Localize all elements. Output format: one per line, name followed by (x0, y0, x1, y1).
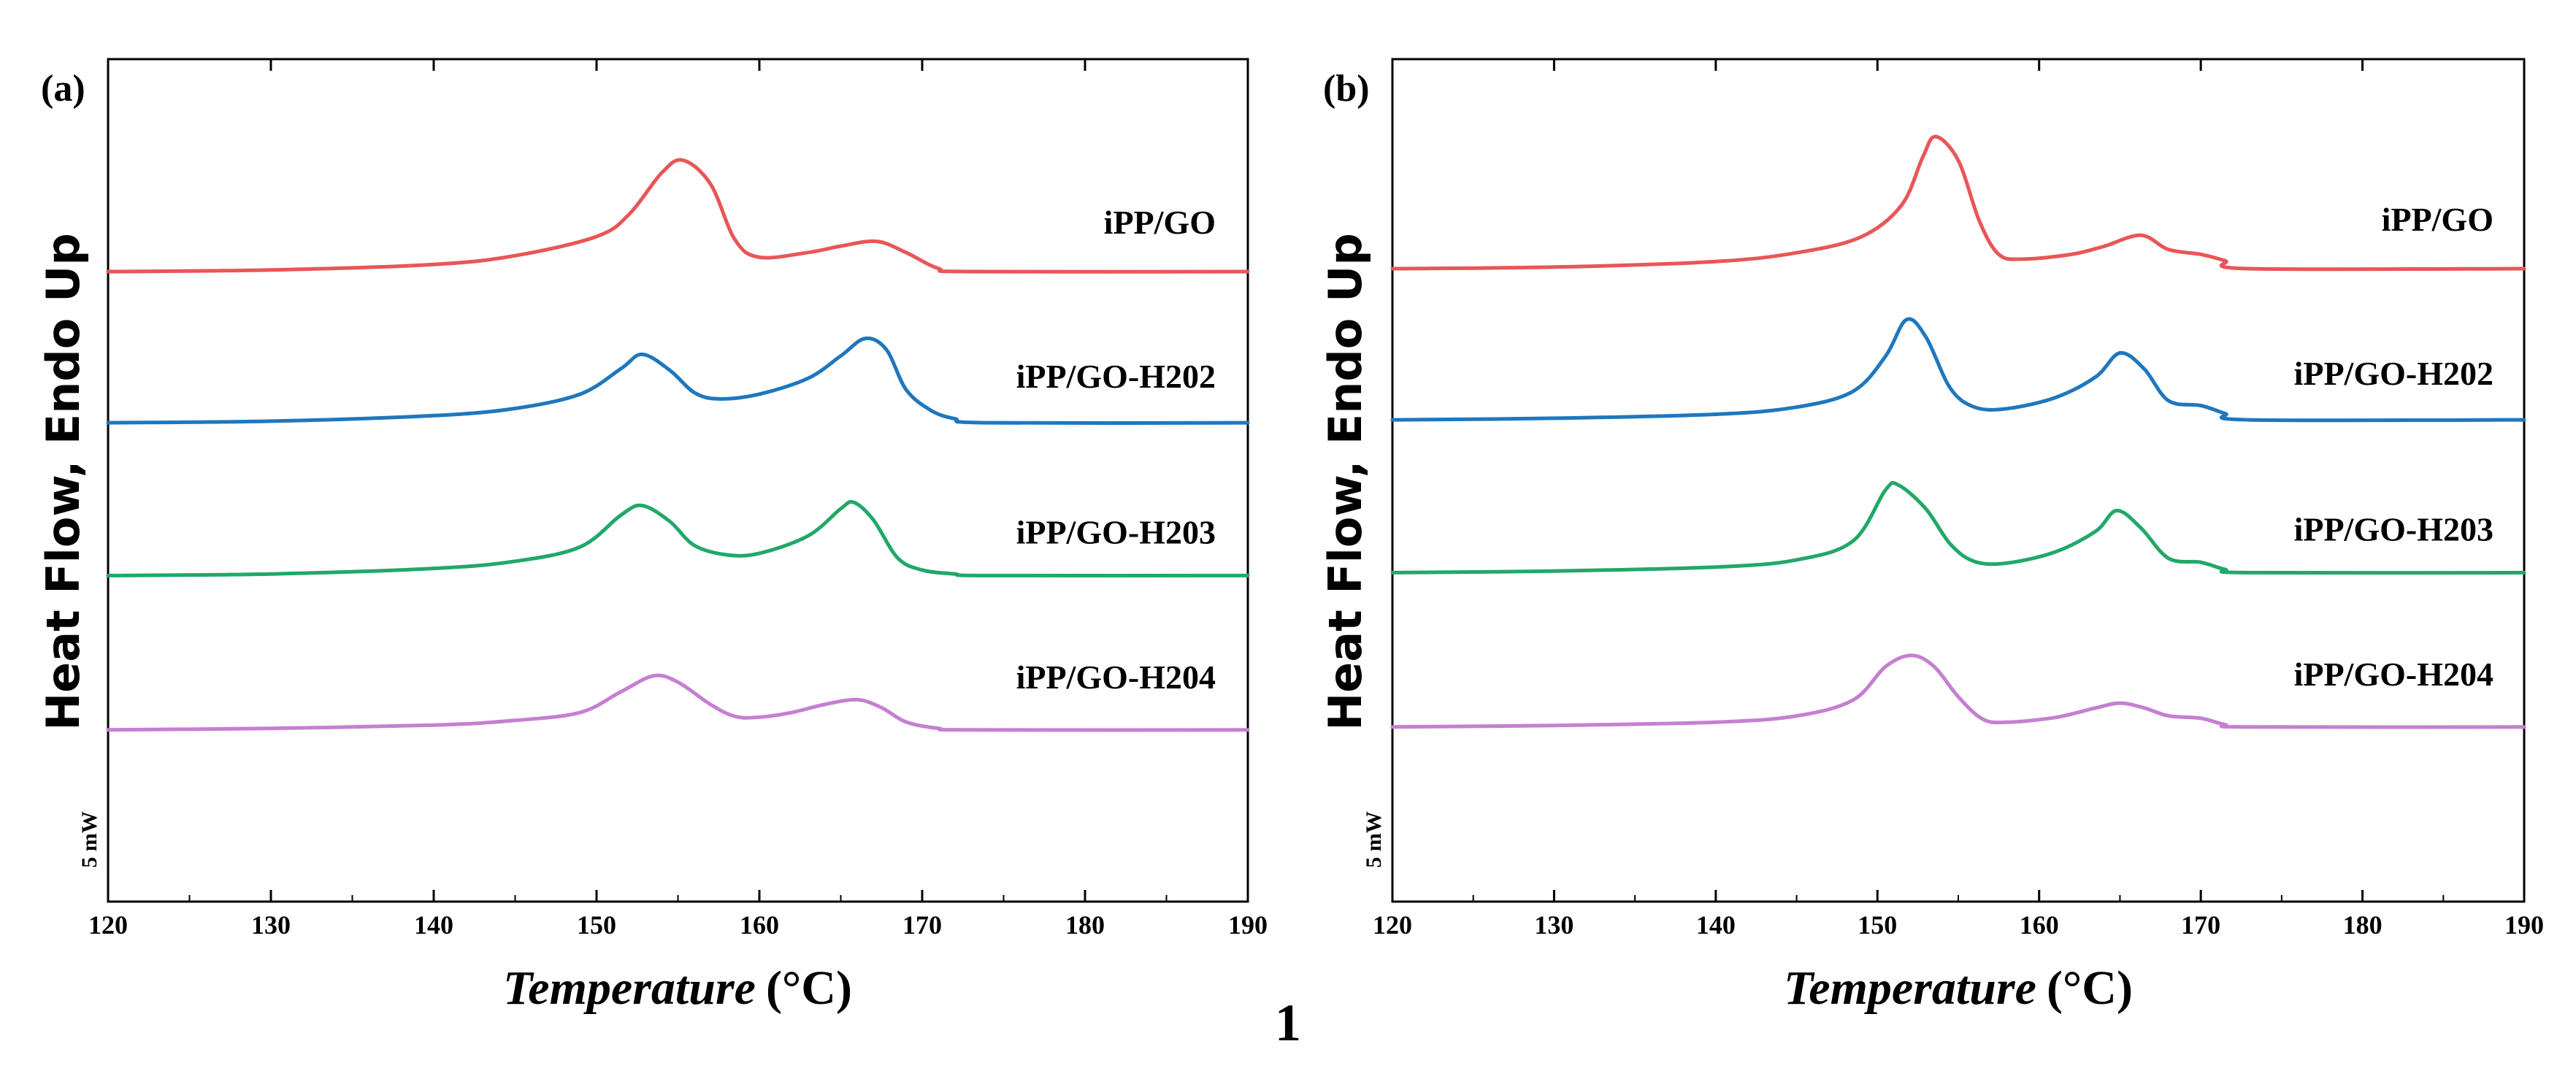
panel-b-x-axis-title-unit: (°C) (2047, 961, 2133, 1015)
panel-a-x-tick-label: 190 (1228, 910, 1268, 940)
panel-b-series-line-ipp-go-h202 (1390, 317, 2526, 423)
panel-b-x-axis-title-italic: Temperature (1784, 961, 2036, 1015)
panel-b-x-axis-title: Temperature (°C) (1784, 961, 2133, 1015)
panel-a-series-label-ipp-go-h202: iPP/GO-H202 (1016, 358, 1216, 395)
panel-b-scale-bar-label: 5 mW (1362, 811, 1386, 868)
panel-a-series-label-ipp-go-h203: iPP/GO-H203 (1016, 513, 1216, 550)
panel-b-series-label-ipp-go: iPP/GO (2382, 201, 2493, 238)
panel-a-series-line-ipp-go-h203 (106, 499, 1250, 578)
panel-a-series-line-ipp-go (106, 158, 1250, 274)
panel-b-y-axis-title: Heat Flow, Endo Up (1319, 233, 1372, 730)
panel-a-x-tick-labels: 120 130 140 150 160 170 180 190 (88, 910, 1268, 940)
panel-b-x-tick-label: 160 (2020, 910, 2059, 940)
panel-b-x-tick-label: 180 (2343, 910, 2383, 940)
panel-b-series-line-ipp-go-h203 (1390, 480, 2526, 575)
panel-a-series-label-ipp-go: iPP/GO (1104, 204, 1216, 241)
panel-b-chart: (b) Heat Flow, Endo Up 120 130 140 150 160 17… (1319, 58, 2544, 1015)
panel-a-series: iPP/GO iPP/GO-H202 iPP/GO-H203 iPP/GO-H204 (106, 158, 1250, 732)
panel-b-x-tick-labels: 120 130 140 150 160 170 180 190 (1373, 910, 2544, 940)
panel-b-series-label-ipp-go-h204: iPP/GO-H204 (2294, 656, 2493, 693)
panel-b-x-ticks (1391, 59, 2526, 902)
panel-b-x-tick-label: 130 (1534, 910, 1573, 940)
panel-a-x-tick-label: 140 (414, 910, 453, 940)
panel-a-series-line-ipp-go-h204 (106, 673, 1250, 732)
panel-b-plot-frame (1391, 58, 2526, 903)
panel-b-label: (b) (1323, 68, 1370, 110)
panel-b-series-label-ipp-go-h203: iPP/GO-H203 (2294, 510, 2493, 548)
panel-a-x-tick-label: 150 (577, 910, 616, 940)
panel-a-x-tick-label: 170 (902, 910, 942, 940)
panel-b-series: iPP/GO iPP/GO-H202 iPP/GO-H203 iPP/GO-H204 (1390, 134, 2526, 729)
panel-b-x-tick-label: 140 (1696, 910, 1736, 940)
panel-a-y-axis-title: Heat Flow, Endo Up (37, 233, 90, 730)
panel-b-series-label-ipp-go-h202: iPP/GO-H202 (2294, 355, 2493, 392)
panel-a-series-label-ipp-go-h204: iPP/GO-H204 (1016, 658, 1216, 696)
panel-a-x-tick-label: 130 (251, 910, 291, 940)
panel-a-series-line-ipp-go-h202 (106, 336, 1250, 425)
panel-a-x-tick-label: 120 (88, 910, 128, 940)
panel-b-x-tick-label: 170 (2181, 910, 2220, 940)
panel-a-x-ticks (107, 59, 1249, 902)
panel-a-x-tick-label: 180 (1065, 910, 1105, 940)
panel-b-x-tick-label: 190 (2504, 910, 2544, 940)
panel-b-series-line-ipp-go (1390, 134, 2526, 272)
panel-b-x-tick-label: 150 (1858, 910, 1897, 940)
figure-number: 1 (1275, 994, 1301, 1052)
panel-a-x-axis-title-unit: (°C) (766, 961, 852, 1015)
panel-a-plot-frame (107, 58, 1249, 903)
panel-b-x-tick-label: 120 (1373, 910, 1412, 940)
panel-a-x-axis-title: Temperature (°C) (503, 961, 852, 1015)
panel-a-x-axis-title-italic: Temperature (503, 961, 756, 1015)
panel-a-label: (a) (41, 68, 85, 110)
panel-a-scale-bar-label: 5 mW (77, 811, 101, 868)
panel-b-series-line-ipp-go-h204 (1390, 653, 2526, 729)
panel-a-x-tick-label: 160 (740, 910, 779, 940)
panel-a-chart: (a) Heat Flow, Endo Up 120 130 140 150 160 17… (37, 58, 1268, 1015)
